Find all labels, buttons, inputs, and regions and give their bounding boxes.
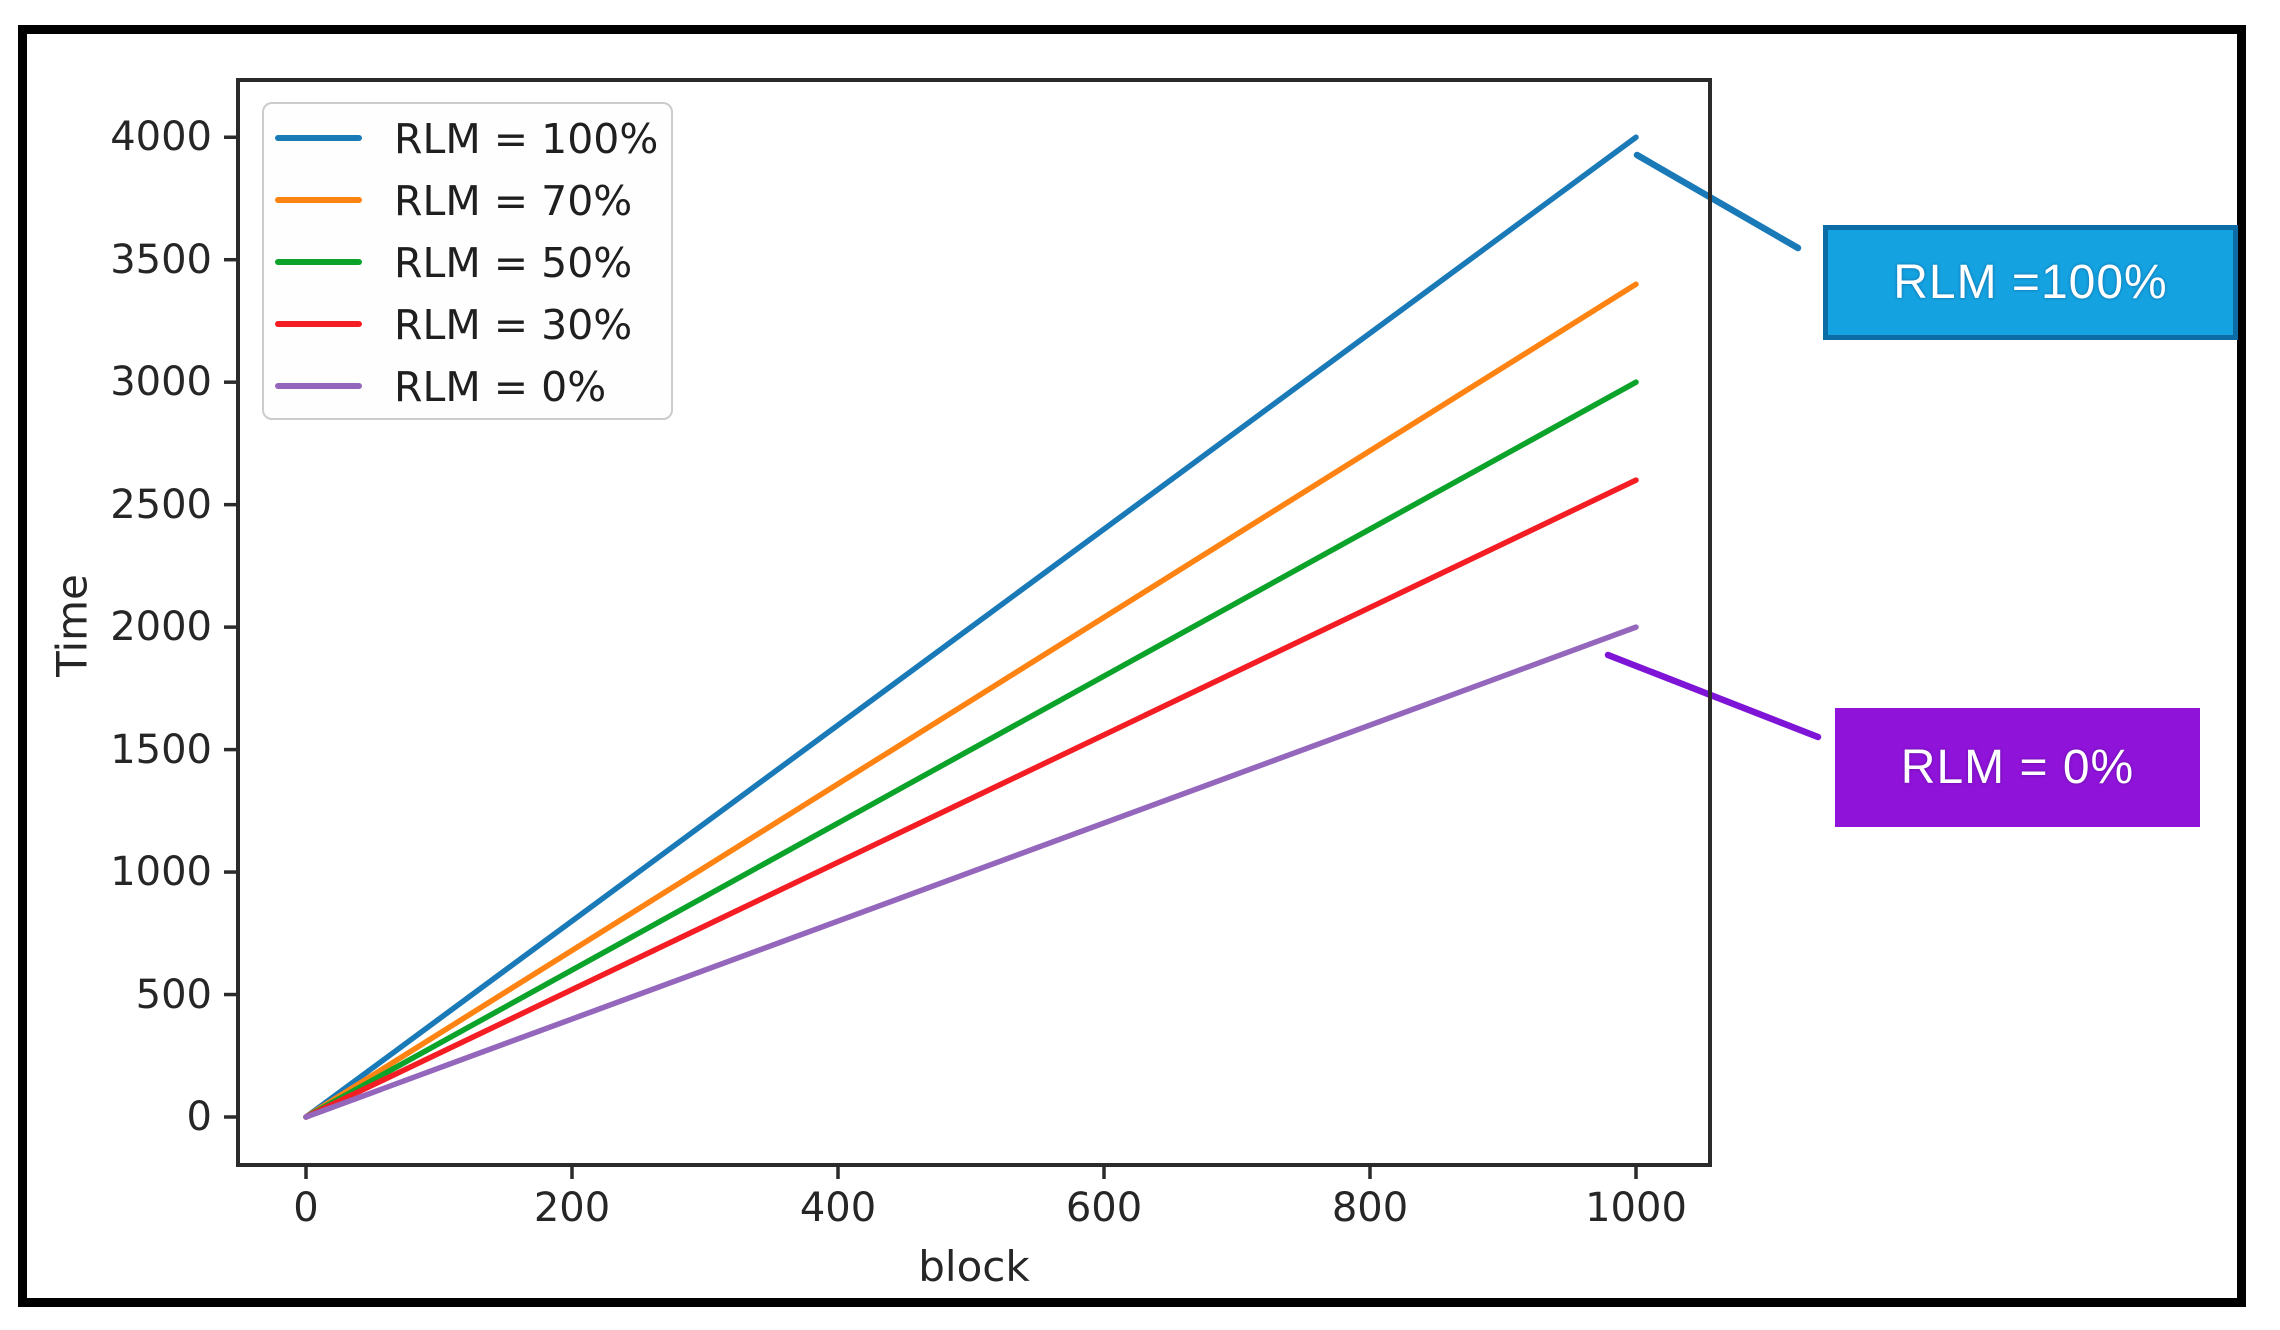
legend-label: RLM = 30% — [394, 301, 633, 349]
legend-item-1: RLM = 100% — [264, 107, 671, 169]
x-tick-label: 200 — [533, 1185, 611, 1231]
callout-leader-line-1 — [1633, 151, 1802, 252]
x-tick-label: 1000 — [1585, 1185, 1687, 1231]
y-tick-label: 2000 — [110, 604, 212, 651]
y-tick-label: 3000 — [110, 359, 212, 406]
legend-item-3: RLM = 50% — [264, 231, 671, 293]
legend-label: RLM = 0% — [394, 363, 607, 411]
legend-line-swatch — [275, 135, 362, 141]
y-tick-label: 1000 — [110, 849, 212, 896]
legend: RLM = 100% RLM = 70% RLM = 50% RLM = 30% RLM… — [262, 102, 673, 420]
legend-line-swatch — [275, 321, 362, 327]
series-line-4 — [303, 477, 1639, 1120]
x-axis-label: block — [918, 1242, 1030, 1291]
callout-box-rlm-100: RLM =100% — [1823, 225, 2238, 340]
y-tick-label: 0 — [186, 1094, 212, 1140]
y-tick-label: 4000 — [110, 114, 212, 161]
callout-box-rlm-0: RLM = 0% — [1835, 708, 2200, 827]
series-line-5 — [303, 624, 1639, 1120]
x-tick-label: 600 — [1065, 1185, 1143, 1231]
legend-label: RLM = 100% — [394, 115, 659, 163]
figure-border — [18, 25, 2246, 1307]
legend-item-2: RLM = 70% — [264, 169, 671, 231]
y-tick-label: 1500 — [110, 726, 212, 773]
series-line-3 — [303, 379, 1639, 1120]
callout-leader-line-2 — [1604, 651, 1822, 741]
y-axis-label: Time — [47, 574, 97, 677]
y-tick-label: 2500 — [110, 481, 212, 528]
legend-item-4: RLM = 30% — [264, 293, 671, 355]
legend-line-swatch — [275, 383, 362, 389]
series-line-1 — [303, 134, 1639, 1120]
x-tick-label: 800 — [1331, 1185, 1409, 1231]
legend-label: RLM = 50% — [394, 239, 633, 287]
axes-spines — [236, 78, 1712, 1167]
x-tick-label: 400 — [799, 1185, 877, 1231]
legend-line-swatch — [275, 197, 362, 203]
y-tick-label: 500 — [135, 971, 212, 1018]
series-line-2 — [303, 281, 1639, 1120]
y-tick-label: 3500 — [110, 236, 212, 283]
legend-label: RLM = 70% — [394, 177, 633, 225]
legend-line-swatch — [275, 259, 362, 265]
legend-item-5: RLM = 0% — [264, 355, 671, 417]
x-tick-label: 0 — [293, 1185, 319, 1231]
